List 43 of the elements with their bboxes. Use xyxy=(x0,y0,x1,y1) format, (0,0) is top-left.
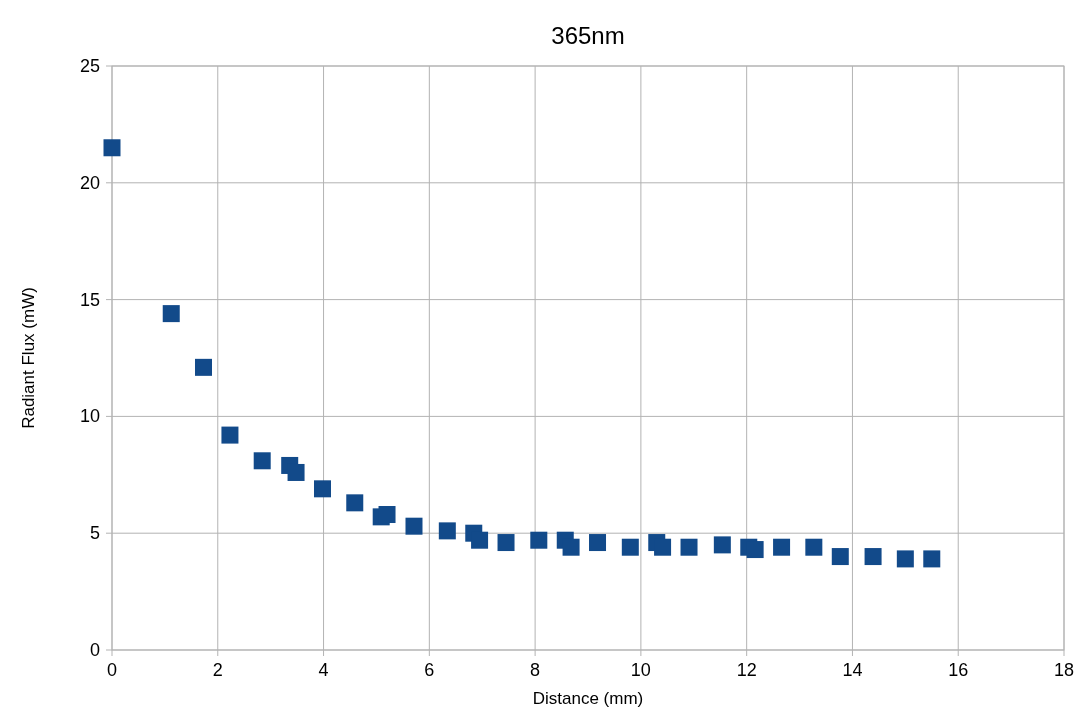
point xyxy=(378,506,396,524)
point xyxy=(530,531,548,549)
point xyxy=(497,534,515,552)
point xyxy=(773,538,791,556)
point xyxy=(346,494,364,512)
y-tick-label: 20 xyxy=(79,172,100,193)
point xyxy=(405,517,423,535)
x-tick-label: 4 xyxy=(318,660,329,680)
point xyxy=(589,534,607,552)
chart-title: 365nm xyxy=(551,22,625,49)
point xyxy=(221,426,239,444)
y-axis-title: Radiant Flux (mW) xyxy=(19,287,38,429)
x-tick-label: 12 xyxy=(736,660,757,680)
x-tick-label: 16 xyxy=(948,660,969,680)
point xyxy=(713,536,731,554)
point xyxy=(253,452,271,470)
point xyxy=(923,550,941,568)
point xyxy=(162,305,180,323)
point xyxy=(314,480,331,498)
x-tick-label: 18 xyxy=(1053,660,1075,680)
x-tick-label: 10 xyxy=(630,660,651,680)
point xyxy=(195,358,212,376)
y-tick-label: 0 xyxy=(89,640,100,660)
x-tick-label: 8 xyxy=(530,660,541,680)
point xyxy=(746,541,764,559)
x-axis-title: Distance (mm) xyxy=(532,689,644,708)
x-tick-label: 0 xyxy=(106,660,118,680)
point xyxy=(438,522,456,540)
y-tick-label: 25 xyxy=(79,56,100,76)
x-tick-label: 14 xyxy=(842,660,863,680)
x-tick-label: 6 xyxy=(424,660,435,680)
point xyxy=(654,538,672,556)
y-tick-label: 15 xyxy=(79,289,100,310)
point xyxy=(680,538,698,556)
point xyxy=(805,538,823,556)
point xyxy=(621,538,639,556)
point xyxy=(896,550,914,568)
y-tick-label: 10 xyxy=(79,406,100,427)
x-tick-label: 2 xyxy=(212,660,223,680)
y-tick-label: 5 xyxy=(89,523,100,544)
point xyxy=(831,548,849,566)
point xyxy=(864,548,882,566)
point xyxy=(103,139,121,157)
